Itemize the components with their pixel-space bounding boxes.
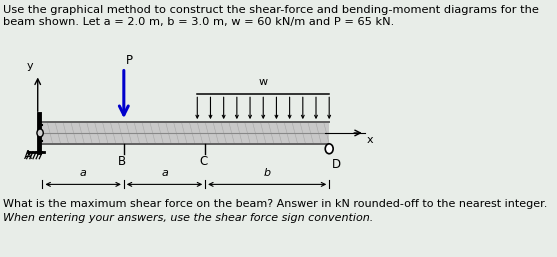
Text: w: w xyxy=(258,77,268,87)
Text: y: y xyxy=(26,61,33,71)
Text: a: a xyxy=(80,168,86,178)
Text: P: P xyxy=(126,54,133,67)
Polygon shape xyxy=(42,122,329,144)
Text: What is the maximum shear force on the beam? Answer in kN rounded-off to the nea: What is the maximum shear force on the b… xyxy=(3,199,548,209)
Text: D: D xyxy=(333,158,341,171)
Text: b: b xyxy=(263,168,271,178)
Text: C: C xyxy=(199,155,208,168)
Text: B: B xyxy=(118,155,126,168)
Circle shape xyxy=(325,144,333,154)
Text: A: A xyxy=(25,149,32,162)
Circle shape xyxy=(37,129,43,137)
Text: a: a xyxy=(161,168,168,178)
Text: x: x xyxy=(367,135,373,145)
Text: Use the graphical method to construct the shear-force and bending-moment diagram: Use the graphical method to construct th… xyxy=(3,5,539,15)
Text: When entering your answers, use the shear force sign convention.: When entering your answers, use the shea… xyxy=(3,213,373,223)
Text: beam shown. Let a = 2.0 m, b = 3.0 m, w = 60 kN/m and P = 65 kN.: beam shown. Let a = 2.0 m, b = 3.0 m, w … xyxy=(3,17,394,27)
